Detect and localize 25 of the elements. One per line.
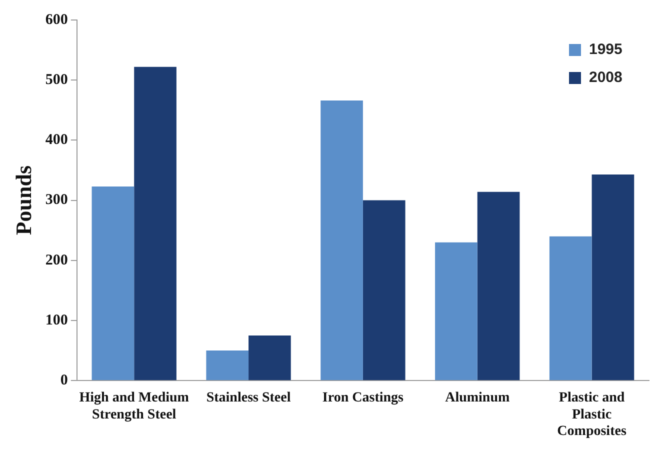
y-tick-label: 200 xyxy=(45,252,68,268)
bar xyxy=(206,350,249,380)
y-tick-label: 500 xyxy=(45,72,68,88)
y-tick-label: 0 xyxy=(60,372,68,388)
legend-label: 1995 xyxy=(589,41,622,58)
x-tick-label: Stainless Steel xyxy=(206,390,291,406)
x-tick-label: High and Medium Strength Steel xyxy=(79,390,190,422)
y-tick-label: 100 xyxy=(45,312,68,328)
y-tick-label: 300 xyxy=(45,192,68,208)
bar xyxy=(134,66,176,380)
legend-label: 2008 xyxy=(589,69,622,86)
bar xyxy=(435,242,478,380)
bar xyxy=(477,192,520,380)
y-tick-label: 600 xyxy=(45,12,68,28)
bar xyxy=(320,100,363,380)
bar xyxy=(362,200,406,380)
bar xyxy=(92,186,134,380)
x-tick-label: Aluminum xyxy=(445,390,510,406)
x-tick-label: Iron Castings xyxy=(322,390,404,406)
y-tick-label: 400 xyxy=(45,132,68,148)
bar xyxy=(549,236,592,380)
bar xyxy=(592,174,634,380)
bar xyxy=(248,336,291,380)
y-axis-title: Pounds xyxy=(10,165,36,236)
x-tick-label: Plastic and Plastic Composites xyxy=(557,390,627,440)
